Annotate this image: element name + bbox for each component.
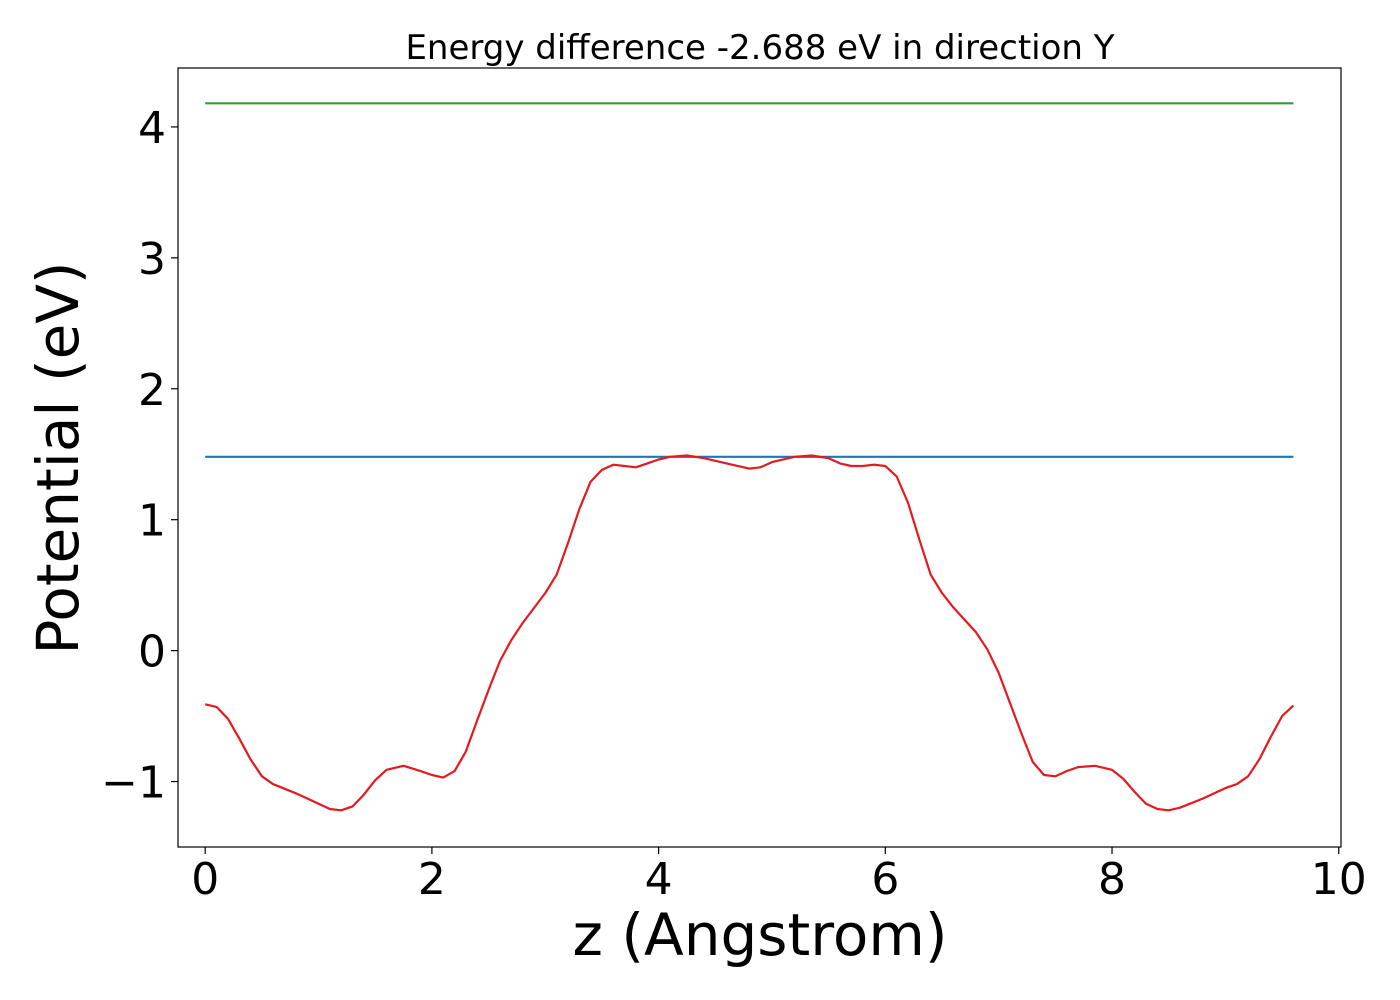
plot-lines [204, 102, 1295, 812]
plot-frame [177, 67, 1342, 848]
y-tick-label: 3 [138, 234, 166, 285]
x-axis-label: z (Angstrom) [573, 901, 948, 969]
chart-title: Energy difference -2.688 eV in direction… [405, 28, 1114, 68]
y-axis: −1 0 1 2 3 4 [101, 103, 178, 809]
y-tick-label: −1 [101, 758, 166, 809]
x-tick-label: 2 [418, 854, 446, 905]
y-tick-label: 2 [138, 365, 166, 416]
y-axis-label: Potential (eV) [24, 261, 92, 654]
x-tick-label: 4 [645, 854, 673, 905]
y-tick-label: 0 [138, 627, 166, 678]
x-tick-label: 10 [1311, 854, 1367, 905]
series-line-2 [204, 454, 1295, 812]
x-tick-label: 0 [191, 854, 219, 905]
y-tick-label: 1 [138, 496, 166, 547]
x-axis: 0 2 4 6 8 10 [191, 847, 1367, 905]
x-tick-label: 6 [871, 854, 899, 905]
y-tick-label: 4 [138, 103, 166, 154]
x-tick-label: 8 [1098, 854, 1126, 905]
